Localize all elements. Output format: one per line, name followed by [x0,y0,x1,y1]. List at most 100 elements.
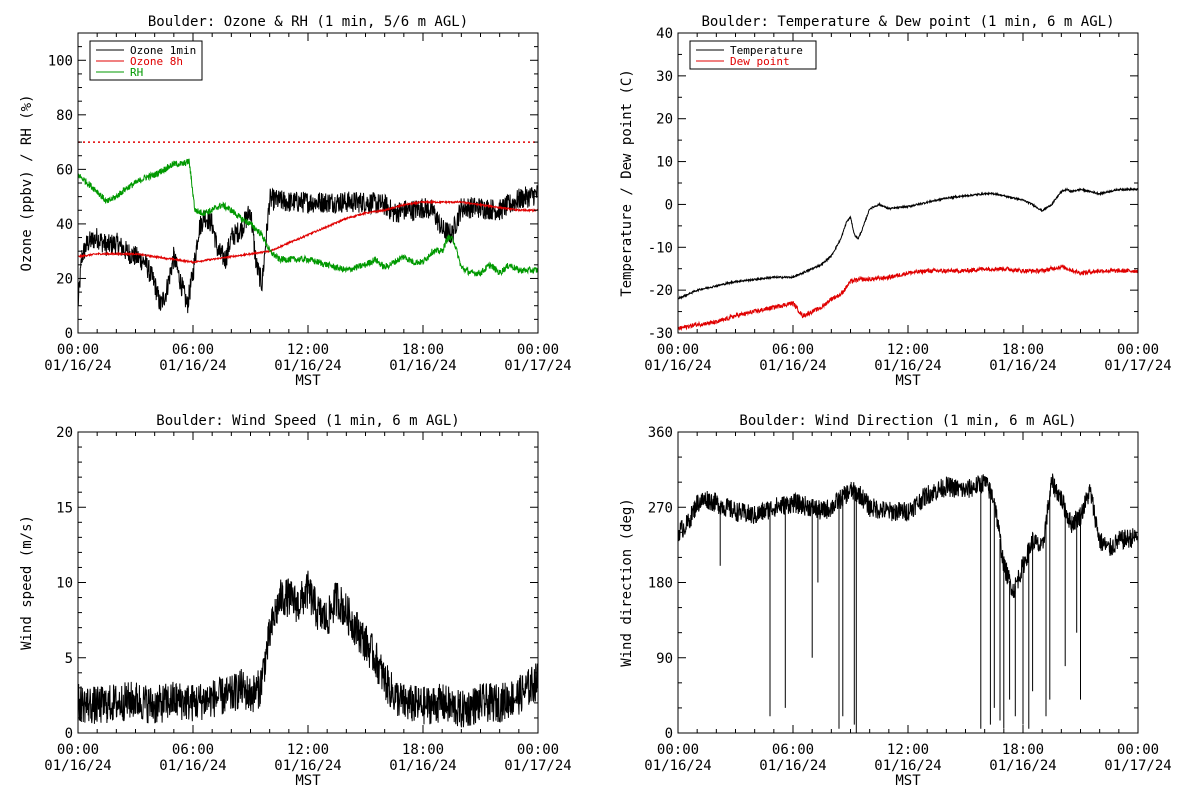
x-tick-time: 12:00 [287,342,329,358]
x-tick-time: 00:00 [657,742,699,758]
y-axis-label: Wind speed (m/s) [19,515,35,650]
x-tick-date: 01/16/24 [874,358,941,374]
x-tick-date: 01/16/24 [759,758,826,774]
chart-title: Boulder: Wind Direction (1 min, 6 m AGL) [739,413,1076,429]
series-rh [77,158,539,277]
x-tick-time: 18:00 [402,342,444,358]
x-tick-time: 12:00 [887,742,929,758]
legend-box [689,40,817,70]
x-tick-date: 01/16/24 [44,358,111,374]
x-tick-time: 12:00 [287,742,329,758]
x-axis-label: MST [295,773,321,789]
x-tick-date: 01/16/24 [159,358,226,374]
x-tick-time: 00:00 [517,742,559,758]
x-tick-time: 00:00 [1117,742,1159,758]
y-tick-label: 20 [56,271,73,287]
y-tick-label: -20 [648,283,673,299]
x-tick-date: 01/16/24 [989,358,1056,374]
y-tick-label: 20 [56,425,73,441]
x-tick-date: 01/16/24 [44,758,111,774]
x-tick-time: 06:00 [172,342,214,358]
x-tick-time: 00:00 [657,342,699,358]
x-tick-date: 01/16/24 [759,358,826,374]
y-tick-label: -10 [648,240,673,256]
x-tick-time: 00:00 [57,342,99,358]
series-path [677,473,1139,598]
x-tick-date: 01/16/24 [274,358,341,374]
plot-frame [677,32,1139,334]
y-tick-label: 90 [656,651,673,667]
x-tick-time: 12:00 [887,342,929,358]
x-tick-date: 01/16/24 [644,358,711,374]
series-path [77,158,539,277]
y-tick-label: 360 [648,425,673,441]
y-tick-label: 0 [665,726,673,742]
y-tick-label: 40 [56,217,73,233]
ozone-rh-chart: Boulder: Ozone & RH (1 min, 5/6 m AGL) 0 2… [19,14,572,389]
x-axis-label: MST [895,773,921,789]
y-tick-label: 20 [656,112,673,128]
x-tick-date: 01/17/24 [1104,758,1171,774]
legend-label: RH [130,66,143,79]
legend-label: Ozone 1min [130,44,196,57]
x-tick-date: 01/16/24 [989,758,1056,774]
series-path [77,199,539,264]
legend-label: Dew point [730,55,790,68]
series-path [77,570,539,728]
x-axis-label: MST [295,373,321,389]
chart-title: Boulder: Ozone & RH (1 min, 5/6 m AGL) [148,14,468,30]
y-tick-label: 10 [656,155,673,171]
y-tick-label: 40 [656,26,673,42]
series-path [677,264,1139,332]
series-line-0 [677,473,1139,598]
x-tick-time: 00:00 [1117,342,1159,358]
x-tick-date: 01/17/24 [1104,358,1171,374]
y-tick-label: 10 [56,576,73,592]
x-tick-date: 01/16/24 [159,758,226,774]
x-tick-date: 01/16/24 [874,758,941,774]
y-tick-label: 60 [56,162,73,178]
x-tick-date: 01/16/24 [389,358,456,374]
chart-title: Boulder: Temperature & Dew point (1 min,… [701,14,1114,30]
x-tick-time: 00:00 [57,742,99,758]
plot-frame [677,431,1139,734]
y-tick-label: 100 [48,53,73,69]
series-dew-point [677,264,1139,332]
x-tick-time: 06:00 [172,742,214,758]
y-tick-label: 30 [656,69,673,85]
x-tick-date: 01/16/24 [644,758,711,774]
x-tick-time: 18:00 [402,742,444,758]
x-tick-time: 18:00 [1002,742,1044,758]
y-tick-label: 80 [56,108,73,124]
x-tick-date: 01/17/24 [504,758,571,774]
y-tick-label: 0 [65,726,73,742]
chart-title: Boulder: Wind Speed (1 min, 6 m AGL) [156,413,459,429]
legend-label: Temperature [730,44,803,57]
series-line-1 [719,483,1081,733]
y-tick-label: 0 [65,326,73,342]
y-axis-label: Ozone (ppbv) / RH (%) [19,94,35,271]
wind-direction-chart: Boulder: Wind Direction (1 min, 6 m AGL)… [619,413,1172,789]
y-axis-label: Wind direction (deg) [619,498,635,667]
legend-label: Ozone 8h [130,55,183,68]
x-tick-date: 01/17/24 [504,358,571,374]
y-tick-label: 270 [648,500,673,516]
y-tick-label: 180 [648,576,673,592]
x-tick-date: 01/16/24 [274,758,341,774]
temp-dewpoint-chart: Boulder: Temperature & Dew point (1 min,… [619,14,1172,389]
series-ozone-8h [77,199,539,264]
y-axis-label: Temperature / Dew point (C) [619,69,635,297]
y-tick-label: 5 [65,651,73,667]
wind-speed-chart: Boulder: Wind Speed (1 min, 6 m AGL) 0 5 10… [19,413,572,789]
y-tick-label: -30 [648,326,673,342]
x-tick-time: 00:00 [517,342,559,358]
x-tick-time: 06:00 [772,742,814,758]
x-tick-time: 18:00 [1002,342,1044,358]
series-temperature [677,186,1139,300]
series-line-0 [77,570,539,728]
y-tick-label: 0 [665,197,673,213]
x-tick-date: 01/16/24 [389,758,456,774]
